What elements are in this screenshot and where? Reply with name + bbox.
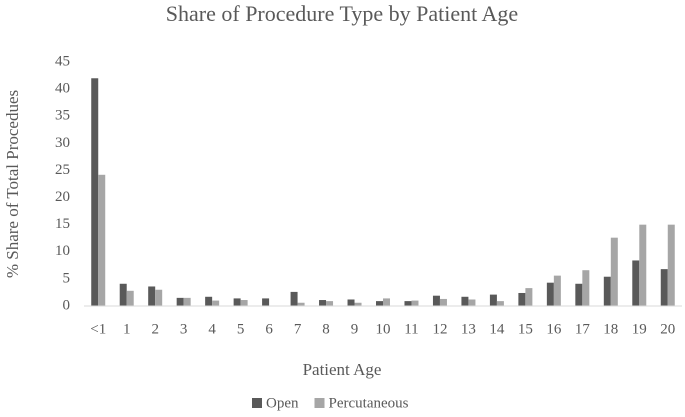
bar [461,296,469,306]
x-tick-label: 12 [432,321,447,337]
y-tick-label: 15 [55,216,70,232]
bar [404,301,412,306]
x-tick-label: 15 [518,321,533,337]
bar [212,300,220,306]
bar [376,301,383,306]
y-tick-label: 0 [63,297,71,313]
y-axis-title: % Share of Total Procedues [3,90,22,278]
bar [518,292,526,306]
bar [183,297,191,306]
bar [297,302,305,306]
bar [667,224,675,306]
bar [326,301,334,306]
x-tick-label: 18 [603,321,618,337]
x-tick-label: 6 [265,321,273,337]
x-tick-label: 7 [294,321,302,337]
bar [525,288,533,306]
bar [155,289,163,306]
legend-swatch [252,398,262,408]
x-tick-label: 16 [546,321,562,337]
x-tick-label: 4 [208,321,216,337]
x-tick-label: 13 [461,321,476,337]
bar [439,298,447,306]
bar [496,301,504,306]
bar [126,290,134,306]
bar [240,300,248,306]
x-axis-title: Patient Age [303,360,382,379]
bar [639,224,647,306]
bar [575,283,583,306]
bar [546,282,554,306]
x-tick-label: 3 [180,321,188,337]
bar [205,296,213,306]
bar [233,298,241,306]
bar [262,298,270,306]
x-tick-label: 11 [404,321,418,337]
bar [411,300,419,306]
bar [290,291,298,306]
chart-title: Share of Procedure Type by Patient Age [166,1,518,26]
bar [603,276,611,306]
bar [553,275,561,306]
y-tick-label: 5 [63,270,71,286]
bar [148,286,156,306]
y-tick-label: 40 [55,81,70,97]
y-tick-label: 30 [55,135,70,151]
bar [432,295,440,306]
x-tick-label: 5 [237,321,245,337]
bar [98,174,106,306]
bar [347,299,355,306]
bar [632,260,640,306]
y-tick-label: 45 [55,53,70,69]
legend-swatch [314,398,325,408]
bar [176,297,184,306]
y-tick-label: 10 [55,243,70,259]
x-tick-label: <1 [90,321,106,337]
legend-label: Percutaneous [329,395,409,411]
x-tick-label: 19 [632,321,647,337]
bar [610,237,618,306]
x-tick-label: 9 [351,321,359,337]
bar [319,300,327,306]
y-tick-label: 20 [55,189,70,205]
bar [91,78,99,307]
x-tick-label: 8 [322,321,330,337]
y-tick-label: 25 [55,162,70,178]
x-tick-label: 14 [489,321,505,337]
x-tick-label: 17 [575,321,591,337]
y-tick-label: 35 [55,108,70,124]
bar [582,270,590,306]
x-tick-label: 20 [660,321,675,337]
bar [383,298,390,306]
bar [489,294,497,306]
bar [354,302,362,306]
bar [119,283,127,306]
x-tick-label: 2 [151,321,159,337]
legend-label: Open [266,395,299,411]
bar [660,269,668,306]
bar [468,299,476,306]
x-tick-label: 1 [123,321,131,337]
x-tick-label: 10 [376,321,391,337]
